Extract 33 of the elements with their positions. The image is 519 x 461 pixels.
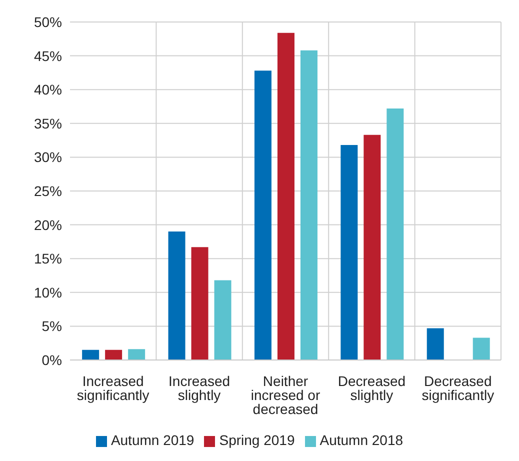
legend-label: Spring 2019 [219, 432, 295, 448]
bar [300, 50, 318, 360]
bar [277, 32, 294, 360]
x-tick-label: Neither incresed or decreased [250, 372, 320, 417]
bar [214, 280, 232, 360]
bar [254, 70, 272, 360]
bar [191, 247, 208, 360]
bar [82, 350, 100, 360]
y-tick-label: 15% [34, 250, 62, 267]
y-tick-label: 0% [42, 352, 62, 368]
y-tick-label: 25% [34, 182, 62, 199]
y-tick-label: 40% [34, 82, 62, 98]
y-tick-label: 30% [34, 149, 62, 166]
bar [168, 232, 186, 360]
x-tick-label: Increased slightly [168, 372, 230, 403]
x-tick-label: Decreased slightly [338, 372, 406, 403]
x-tick-label: Increased significantly [76, 372, 150, 403]
y-tick-label: 20% [34, 216, 62, 233]
x-tick-label: Decreased significantly [422, 372, 494, 403]
y-tick-label: 35% [34, 115, 62, 132]
y-tick-label: 10% [34, 284, 62, 300]
y-tick-label: 5% [42, 318, 62, 334]
bar [105, 350, 122, 360]
bar [426, 328, 444, 360]
legend-label: Autumn 2019 [110, 432, 194, 448]
bar [128, 349, 146, 360]
bar [386, 108, 404, 360]
legend-label: Autumn 2018 [320, 432, 404, 448]
bar [472, 338, 490, 360]
bar [340, 145, 358, 360]
y-tick-label: 50% [34, 14, 62, 30]
bar [364, 134, 381, 360]
y-tick-label: 45% [34, 48, 62, 64]
